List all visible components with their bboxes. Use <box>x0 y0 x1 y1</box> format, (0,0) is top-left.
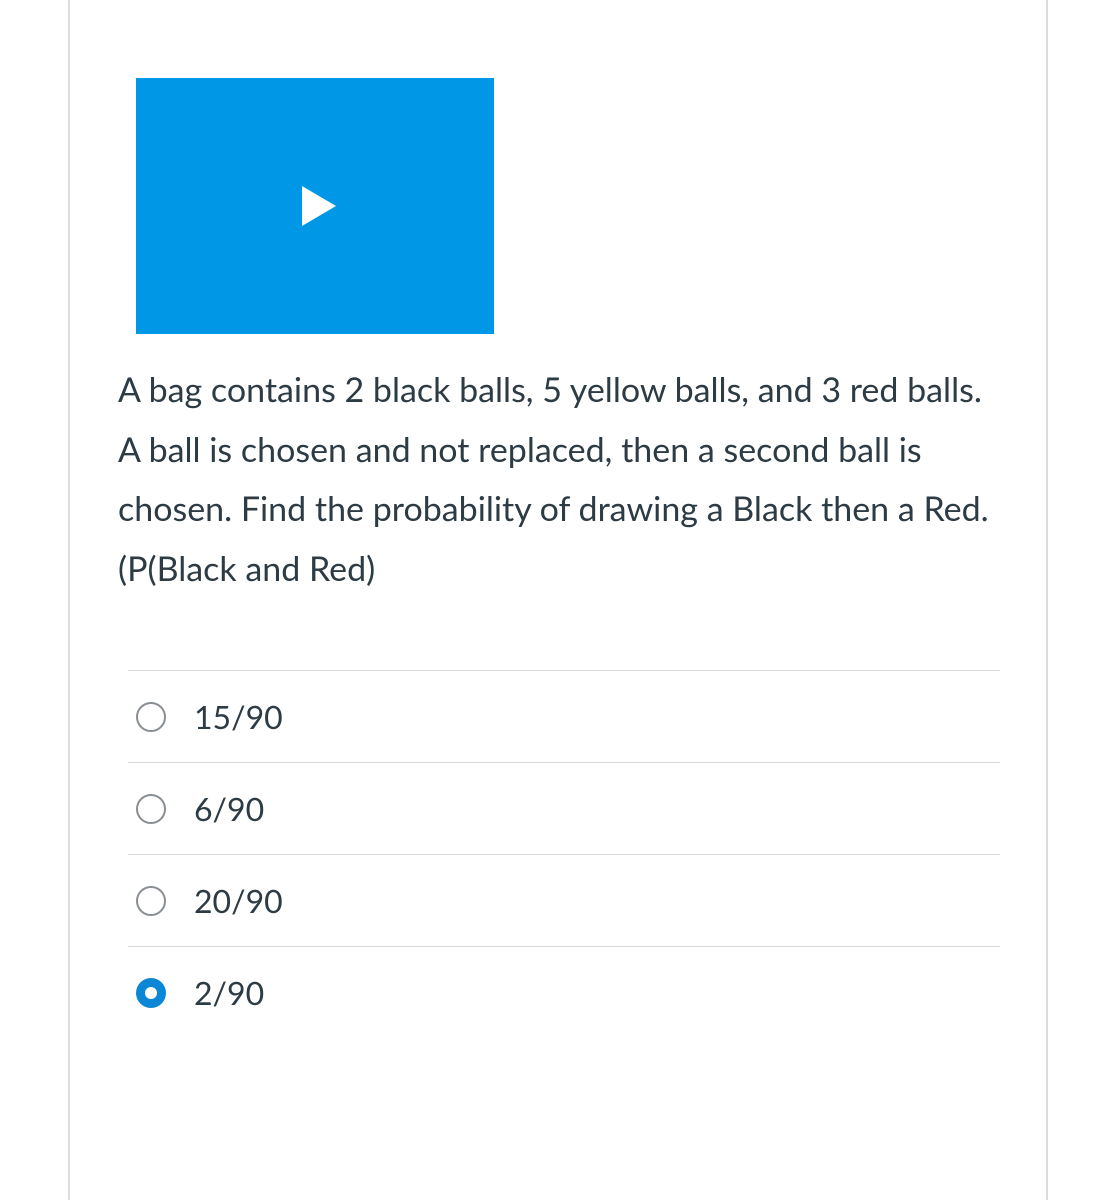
question-text: A bag contains 2 black balls, 5 yellow b… <box>118 360 994 598</box>
radio-dot-icon <box>145 987 157 999</box>
option-label: 6/90 <box>194 789 264 828</box>
option-label: 20/90 <box>194 881 283 920</box>
video-thumbnail[interactable] <box>136 78 494 334</box>
option-label: 2/90 <box>194 973 264 1012</box>
option-row[interactable]: 20/90 <box>128 854 1000 946</box>
question-card: A bag contains 2 black balls, 5 yellow b… <box>68 0 1048 1200</box>
play-icon <box>302 186 336 226</box>
radio-button[interactable] <box>136 702 166 732</box>
option-row[interactable]: 15/90 <box>128 670 1000 762</box>
option-row[interactable]: 6/90 <box>128 762 1000 854</box>
answer-options: 15/90 6/90 20/90 2/90 <box>128 670 1000 1038</box>
radio-button[interactable] <box>136 978 166 1008</box>
radio-button[interactable] <box>136 886 166 916</box>
option-row[interactable]: 2/90 <box>128 946 1000 1038</box>
option-label: 15/90 <box>194 697 283 736</box>
radio-button[interactable] <box>136 794 166 824</box>
